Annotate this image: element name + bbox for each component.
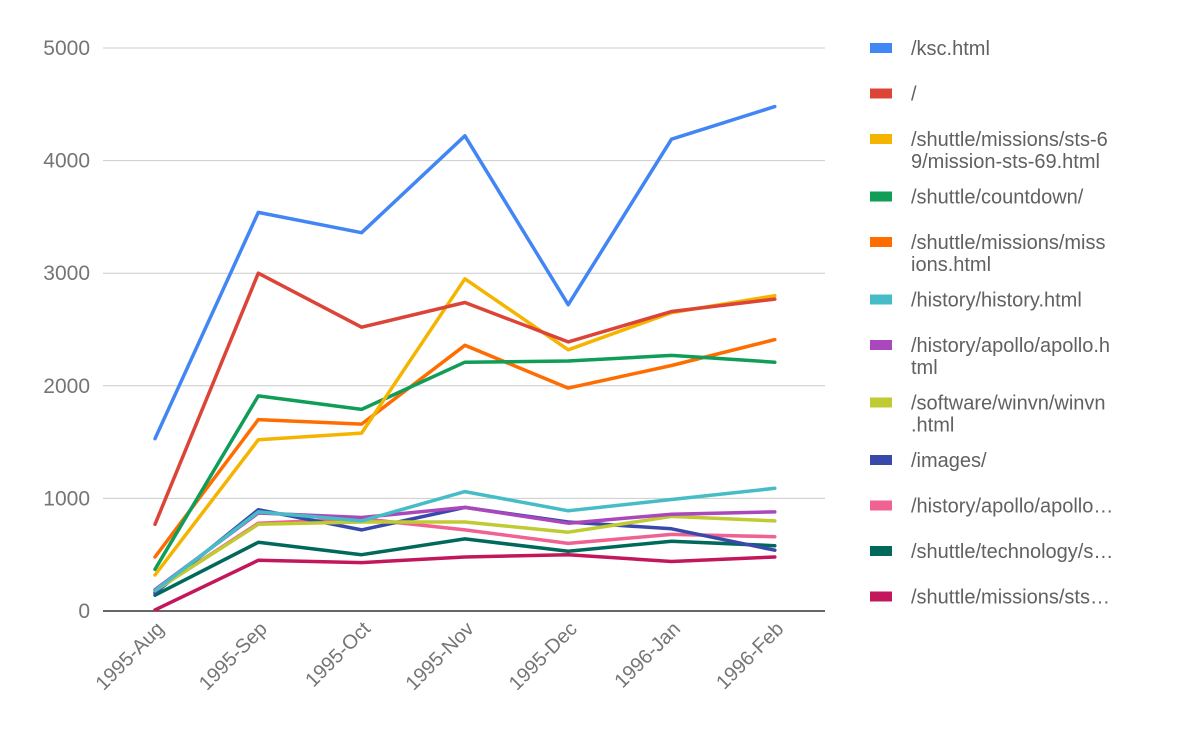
y-axis: 0 1000 2000 3000 4000 5000: [43, 37, 825, 623]
x-tick-label: 1996-Feb: [712, 618, 788, 694]
x-tick-label: 1995-Dec: [505, 618, 582, 695]
legend-swatch: [870, 237, 892, 247]
series-line: [153, 104, 777, 441]
legend-label: tml: [911, 357, 938, 379]
legend-swatch: [870, 546, 892, 556]
legend-swatch: [870, 340, 892, 350]
legend-swatch: [870, 455, 892, 465]
legend-label: /: [911, 84, 917, 106]
legend-label: /ksc.html: [911, 38, 990, 60]
legend-label: /shuttle/technology/s…: [911, 541, 1113, 563]
legend-item: /shuttle/technology/s…: [870, 541, 1113, 563]
legend-swatch: [870, 294, 892, 305]
legend-item: /shuttle/countdown/: [870, 187, 1084, 209]
legend-swatch: [870, 191, 892, 202]
legend-label: /images/: [911, 450, 987, 472]
y-tick-label: 4000: [43, 150, 90, 173]
legend-swatch: [870, 88, 892, 99]
y-tick-label: 1000: [43, 487, 90, 510]
legend-swatch: [870, 591, 892, 602]
x-tick-label: 1995-Nov: [402, 618, 479, 695]
legend-item: /images/: [870, 450, 987, 472]
x-tick-label: 1995-Oct: [301, 618, 375, 692]
legend-swatch: [870, 500, 892, 511]
legend-label: /shuttle/missions/sts…: [911, 587, 1110, 609]
legend-item: /ksc.html: [870, 38, 990, 60]
series-line: [153, 337, 777, 559]
y-tick-label: 0: [78, 600, 90, 623]
legend-label: /shuttle/countdown/: [911, 187, 1084, 209]
series-line: [153, 271, 777, 527]
legend-label: /shuttle/missions/sts-6: [911, 129, 1108, 151]
legend: /ksc.html / /shuttle/missions/sts-69/missi…: [870, 38, 1113, 609]
legend-swatch: [870, 43, 892, 53]
legend-label: /history/history.html: [911, 290, 1082, 312]
gridlines: [103, 47, 825, 499]
legend-item: /: [870, 84, 917, 106]
legend-label: /history/apollo/apollo…: [911, 496, 1113, 518]
x-axis: 1995-Aug 1995-Sep 1995-Oct 1995-Nov 1995-Dec…: [92, 618, 789, 695]
legend-label: /history/apollo/apollo.h: [911, 335, 1110, 357]
series-line: [153, 486, 777, 593]
legend-label: /software/winvn/winvn: [911, 393, 1106, 415]
series-line: [153, 353, 777, 572]
legend-item: /history/history.html: [870, 290, 1082, 312]
legend-item: /history/apollo/apollo…: [870, 496, 1113, 518]
series-line: [153, 537, 777, 597]
legend-item: /shuttle/missions/sts-69/mission-sts-69.…: [870, 129, 1108, 173]
legend-item: /history/apollo/apollo.html: [870, 335, 1110, 379]
legend-label: .html: [911, 415, 954, 437]
y-tick-label: 2000: [43, 375, 90, 398]
legend-label: ions.html: [911, 254, 991, 276]
x-tick-label: 1996-Jan: [611, 618, 686, 693]
legend-item: /software/winvn/winvn.html: [870, 393, 1106, 437]
legend-swatch: [870, 134, 892, 144]
legend-label: /shuttle/missions/miss: [911, 232, 1106, 254]
plot-area: [153, 104, 777, 612]
x-tick-label: 1995-Sep: [195, 618, 272, 695]
y-tick-label: 3000: [43, 262, 90, 285]
legend-label: 9/mission-sts-69.html: [911, 151, 1100, 173]
legend-swatch: [870, 397, 892, 408]
series-line: [153, 552, 777, 612]
series-line: [153, 514, 777, 593]
y-tick-label: 5000: [43, 37, 90, 60]
legend-item: /shuttle/missions/missions.html: [870, 232, 1106, 276]
x-tick-label: 1995-Aug: [92, 618, 169, 695]
legend-item: /shuttle/missions/sts…: [870, 587, 1110, 609]
